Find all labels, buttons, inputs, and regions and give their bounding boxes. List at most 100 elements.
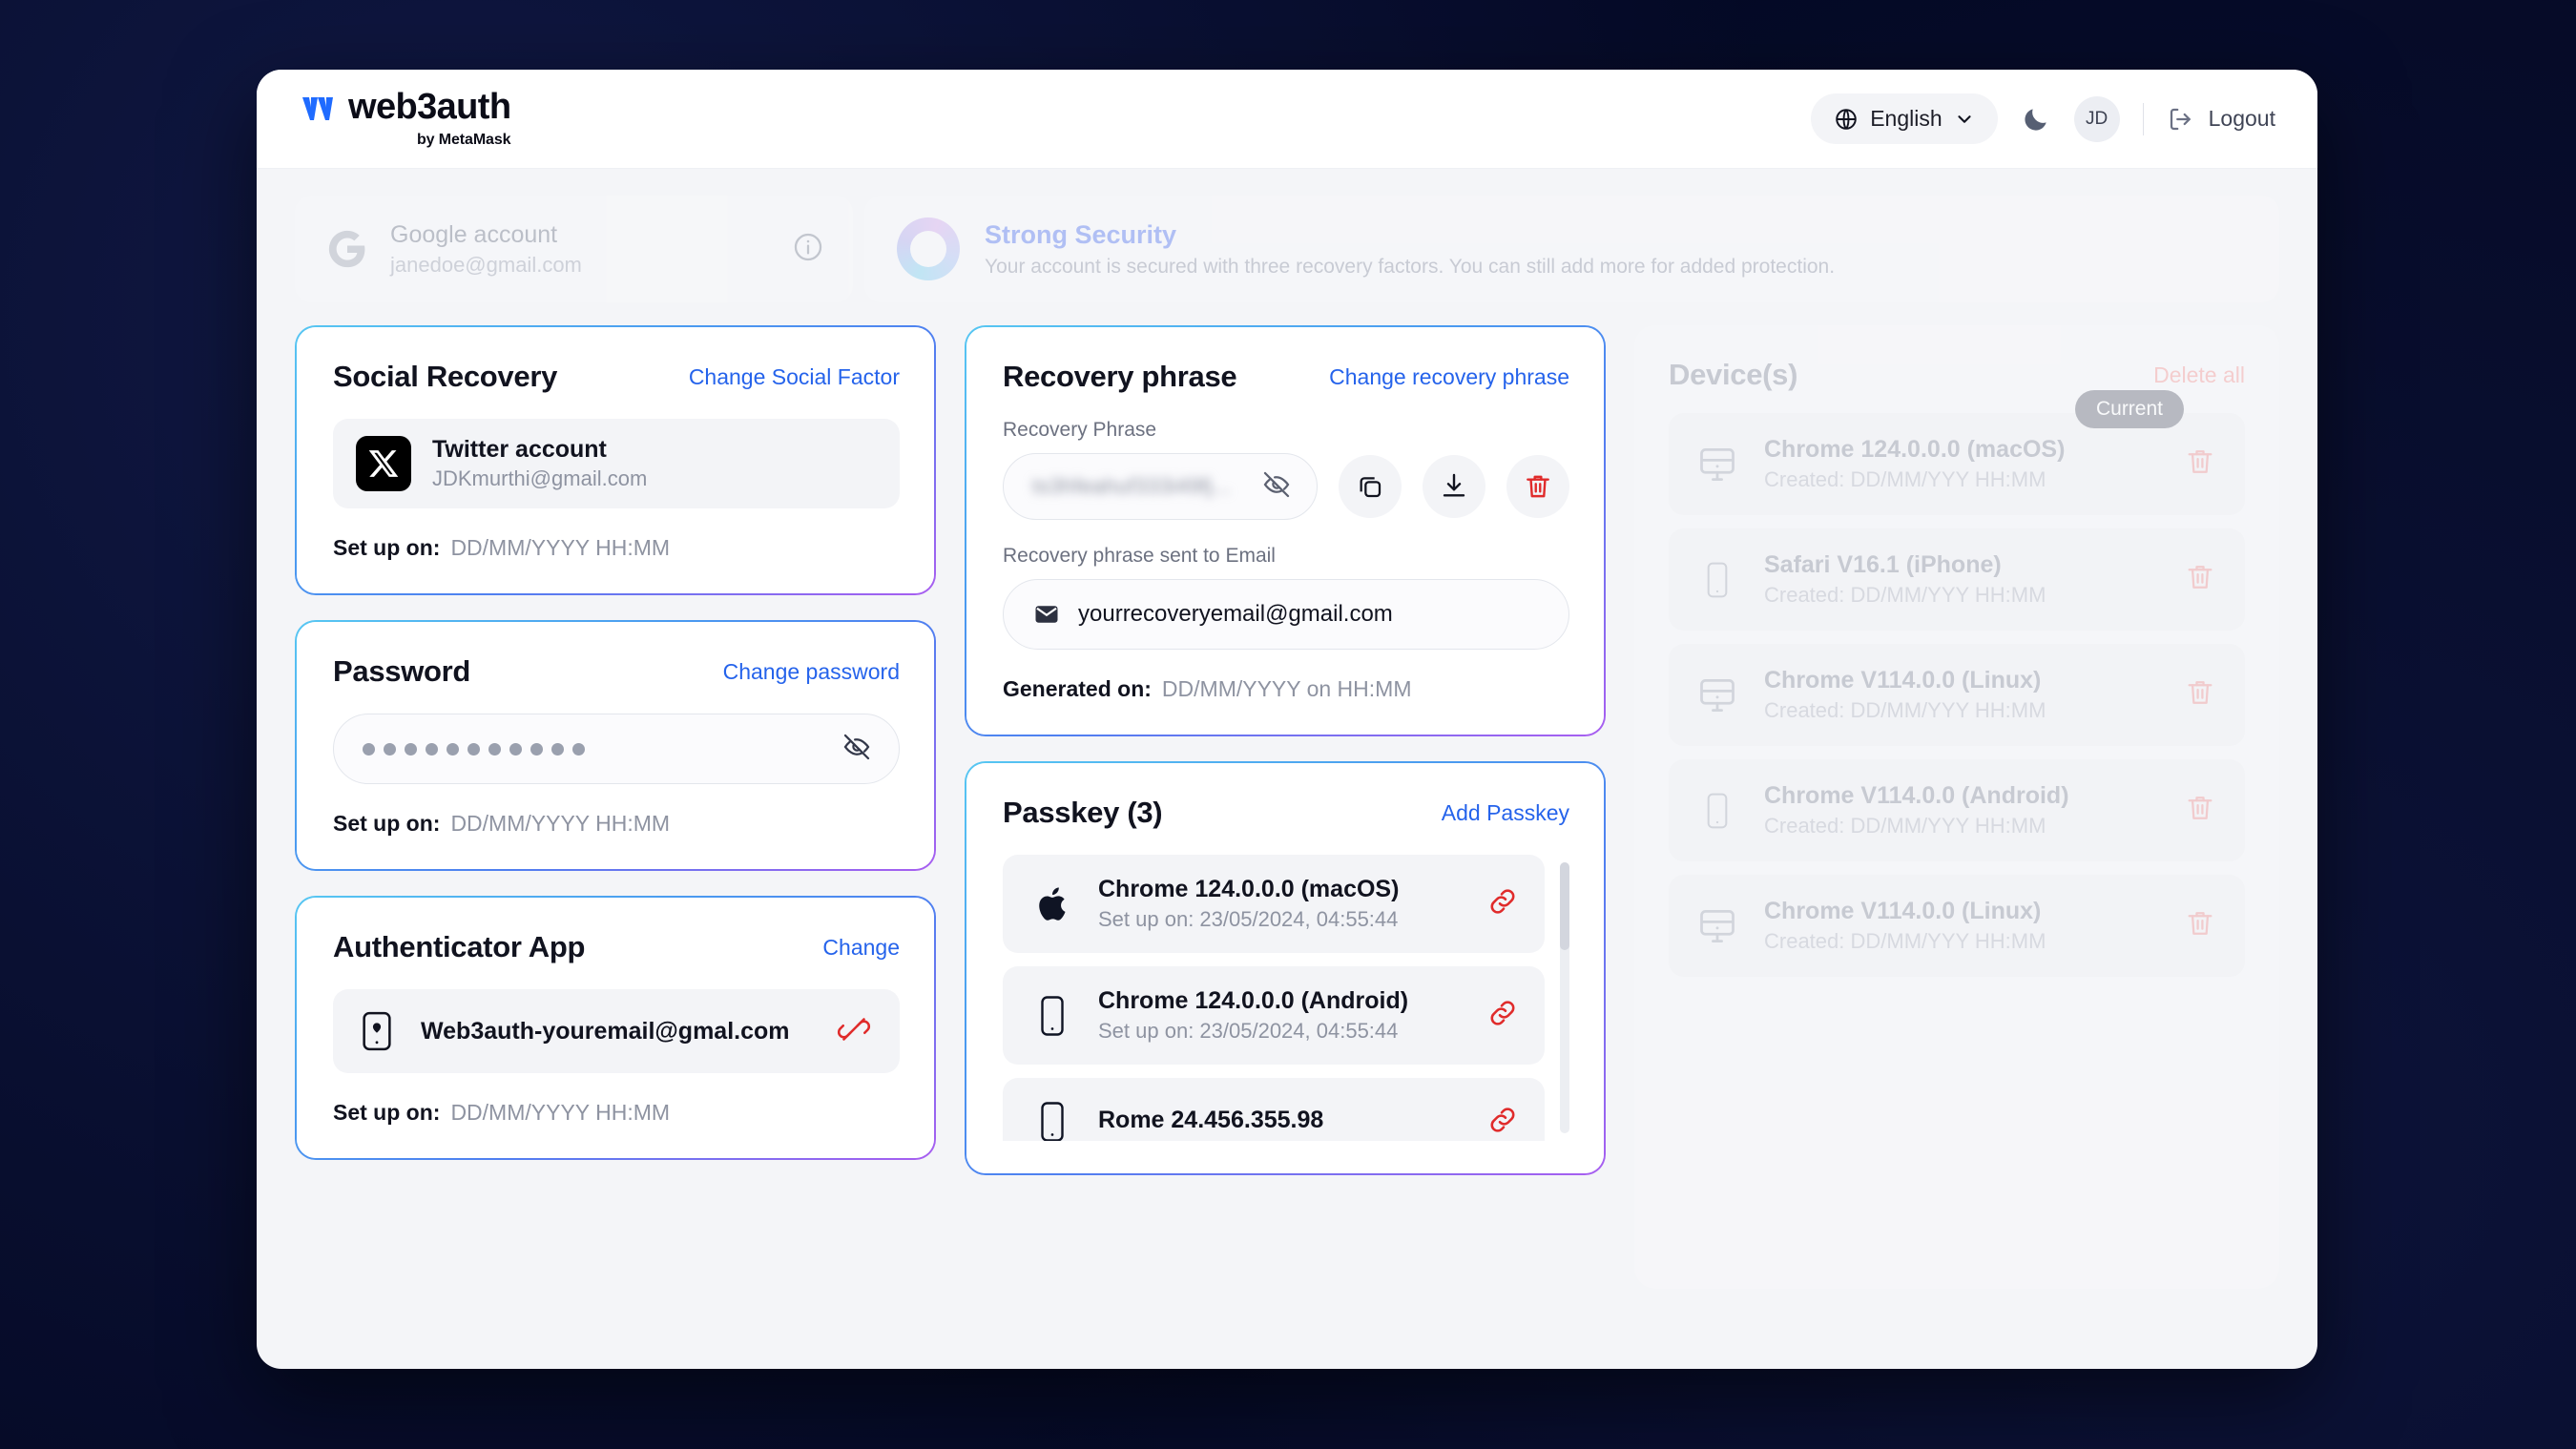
unlink-passkey-button[interactable] (1485, 1103, 1520, 1142)
authenticator-meta: Set up on: DD/MM/YYYY HH:MM (333, 1100, 900, 1126)
device-created: Created: DD/MM/YYY HH:MM (1764, 583, 2046, 607)
authenticator-title: Authenticator App (333, 930, 586, 963)
authenticator-card: Authenticator App Change Web3auth-yourem… (295, 896, 936, 1160)
trash-icon (2188, 566, 2212, 589)
device-list-item[interactable]: Chrome 124.0.0.0 (macOS) Created: DD/MM/… (1669, 413, 2245, 515)
device-name: Chrome V114.0.0 (Linux) (1764, 898, 2042, 924)
passkey-list-item[interactable]: Chrome 124.0.0.0 (macOS) Set up on: 23/0… (1003, 855, 1545, 953)
device-list-item[interactable]: Chrome V114.0.0 (Linux) Created: DD/MM/Y… (1669, 644, 2245, 746)
right-column: Device(s) Delete all Current (1634, 325, 2279, 1289)
security-description: Your account is secured with three recov… (985, 255, 1836, 278)
recovery-phrase-visibility-toggle[interactable] (1261, 469, 1292, 505)
top-strip: Google account janedoe@gmail.com Strong … (295, 196, 2279, 302)
device-name: Chrome V114.0.0 (Android) (1764, 782, 2069, 809)
recovery-phrase-input[interactable]: ts3hfeahuf333i49fj... (1003, 453, 1318, 520)
password-masked-value (363, 742, 585, 756)
passkey-name: Rome 24.456.355.98 (1098, 1106, 1324, 1133)
social-provider-name: Twitter account (432, 436, 607, 463)
avatar-initials: JD (2086, 108, 2109, 129)
authenticator-meta-label: Set up on: (333, 1100, 441, 1125)
delete-device-button[interactable] (2184, 907, 2216, 944)
devices-panel: Device(s) Delete all Current (1634, 325, 2279, 1289)
download-recovery-phrase-button[interactable] (1423, 455, 1485, 518)
device-list-item[interactable]: Chrome V114.0.0 (Linux) Created: DD/MM/Y… (1669, 875, 2245, 977)
delete-device-button[interactable] (2184, 561, 2216, 598)
device-created: Created: DD/MM/YYY HH:MM (1764, 814, 2046, 838)
change-recovery-phrase-link[interactable]: Change recovery phrase (1329, 363, 1569, 389)
password-input[interactable] (333, 714, 900, 784)
logout-label: Logout (2208, 106, 2275, 131)
change-password-link[interactable]: Change password (722, 658, 900, 684)
twitter-x-icon (356, 436, 411, 491)
security-status-card: Strong Security Your account is secured … (864, 196, 2279, 302)
social-provider-handle: JDKmurthi@gmail.com (432, 466, 648, 490)
passkey-scrollbar-track[interactable] (1560, 862, 1569, 1133)
device-created: Created: DD/MM/YYY HH:MM (1764, 929, 2046, 953)
desktop-icon (1695, 444, 1739, 486)
social-recovery-title: Social Recovery (333, 360, 558, 393)
account-email: janedoe@gmail.com (390, 252, 582, 277)
device-list-item[interactable]: Chrome V114.0.0 (Android) Created: DD/MM… (1669, 759, 2245, 861)
current-device-badge: Current (2074, 390, 2184, 428)
dark-mode-toggle[interactable] (2021, 104, 2051, 135)
device-name: Chrome 124.0.0.0 (macOS) (1764, 436, 2066, 463)
social-recovery-provider-row: Twitter account JDKmurthi@gmail.com (333, 419, 900, 508)
language-selector[interactable]: English (1811, 93, 1998, 144)
avatar[interactable]: JD (2073, 95, 2120, 142)
link-icon (1490, 1001, 1515, 1025)
delete-device-button[interactable] (2184, 445, 2216, 483)
passkey-list-item[interactable]: Chrome 124.0.0.0 (Android) Set up on: 23… (1003, 966, 1545, 1065)
add-passkey-link[interactable]: Add Passkey (1441, 799, 1569, 825)
trash-icon (2188, 681, 2212, 704)
middle-column: Recovery phrase Change recovery phrase R… (965, 325, 1606, 1289)
delete-all-devices-link[interactable]: Delete all (2153, 362, 2245, 387)
passkey-list-container: Chrome 124.0.0.0 (macOS) Set up on: 23/0… (1003, 855, 1569, 1141)
delete-recovery-phrase-button[interactable] (1506, 455, 1569, 518)
account-card: Google account janedoe@gmail.com (295, 196, 853, 302)
delete-device-button[interactable] (2184, 792, 2216, 829)
link-icon (1490, 889, 1515, 914)
brand-subtitle: by MetaMask (416, 132, 511, 148)
password-card: Password Change password (295, 620, 936, 871)
recovery-phrase-card: Recovery phrase Change recovery phrase R… (965, 325, 1606, 736)
change-social-factor-link[interactable]: Change Social Factor (688, 363, 900, 389)
device-list-item[interactable]: Safari V16.1 (iPhone) Created: DD/MM/YYY… (1669, 528, 2245, 631)
password-meta-value: DD/MM/YYYY HH:MM (450, 811, 671, 836)
app-header: web3auth by MetaMask English JD (257, 70, 2317, 169)
copy-recovery-phrase-button[interactable] (1339, 455, 1402, 518)
desktop-icon (1695, 905, 1739, 947)
authenticator-row: Web3auth-youremail@gmal.com (333, 989, 900, 1073)
eye-off-icon (843, 734, 870, 759)
passkey-name: Chrome 124.0.0.0 (Android) (1098, 987, 1409, 1014)
social-meta-value: DD/MM/YYYY HH:MM (450, 535, 671, 560)
download-icon (1443, 473, 1465, 497)
account-info-button[interactable] (792, 231, 824, 268)
password-visibility-toggle[interactable] (841, 732, 872, 767)
passkey-scrollbar-thumb[interactable] (1560, 862, 1569, 950)
apple-icon (1029, 882, 1075, 926)
web3auth-logo-icon (302, 97, 333, 120)
devices-title: Device(s) (1669, 358, 1798, 391)
delete-device-button[interactable] (2184, 676, 2216, 714)
device-created: Created: DD/MM/YYY HH:MM (1764, 467, 2046, 491)
phone-icon (1695, 789, 1739, 833)
unlink-passkey-button[interactable] (1485, 884, 1520, 923)
passkey-setup: Set up on: 23/05/2024, 04:55:44 (1098, 907, 1399, 931)
recovery-phrase-meta: Generated on: DD/MM/YYYY on HH:MM (1003, 676, 1569, 702)
logout-button[interactable]: Logout (2167, 105, 2275, 134)
device-name: Safari V16.1 (iPhone) (1764, 551, 2002, 578)
unlink-passkey-button[interactable] (1485, 996, 1520, 1035)
link-icon (1490, 1107, 1515, 1132)
devices-list: Current Chrome 124.0.0.0 (macOS) (1669, 390, 2245, 977)
passkey-list-item[interactable]: Rome 24.456.355.98 (1003, 1078, 1545, 1141)
unlink-authenticator-button[interactable] (837, 1012, 871, 1051)
recovery-email-label: Recovery phrase sent to Email (1003, 545, 1276, 567)
globe-icon (1836, 108, 1857, 130)
recovery-email-input[interactable]: yourrecoveryemail@gmail.com (1003, 579, 1569, 650)
info-icon (794, 233, 822, 260)
phone-icon (1695, 558, 1739, 602)
social-recovery-meta: Set up on: DD/MM/YYYY HH:MM (333, 535, 900, 561)
left-column: Social Recovery Change Social Factor Twi… (295, 325, 936, 1289)
change-authenticator-link[interactable]: Change (822, 934, 900, 960)
passkey-title: Passkey (3) (1003, 796, 1163, 829)
